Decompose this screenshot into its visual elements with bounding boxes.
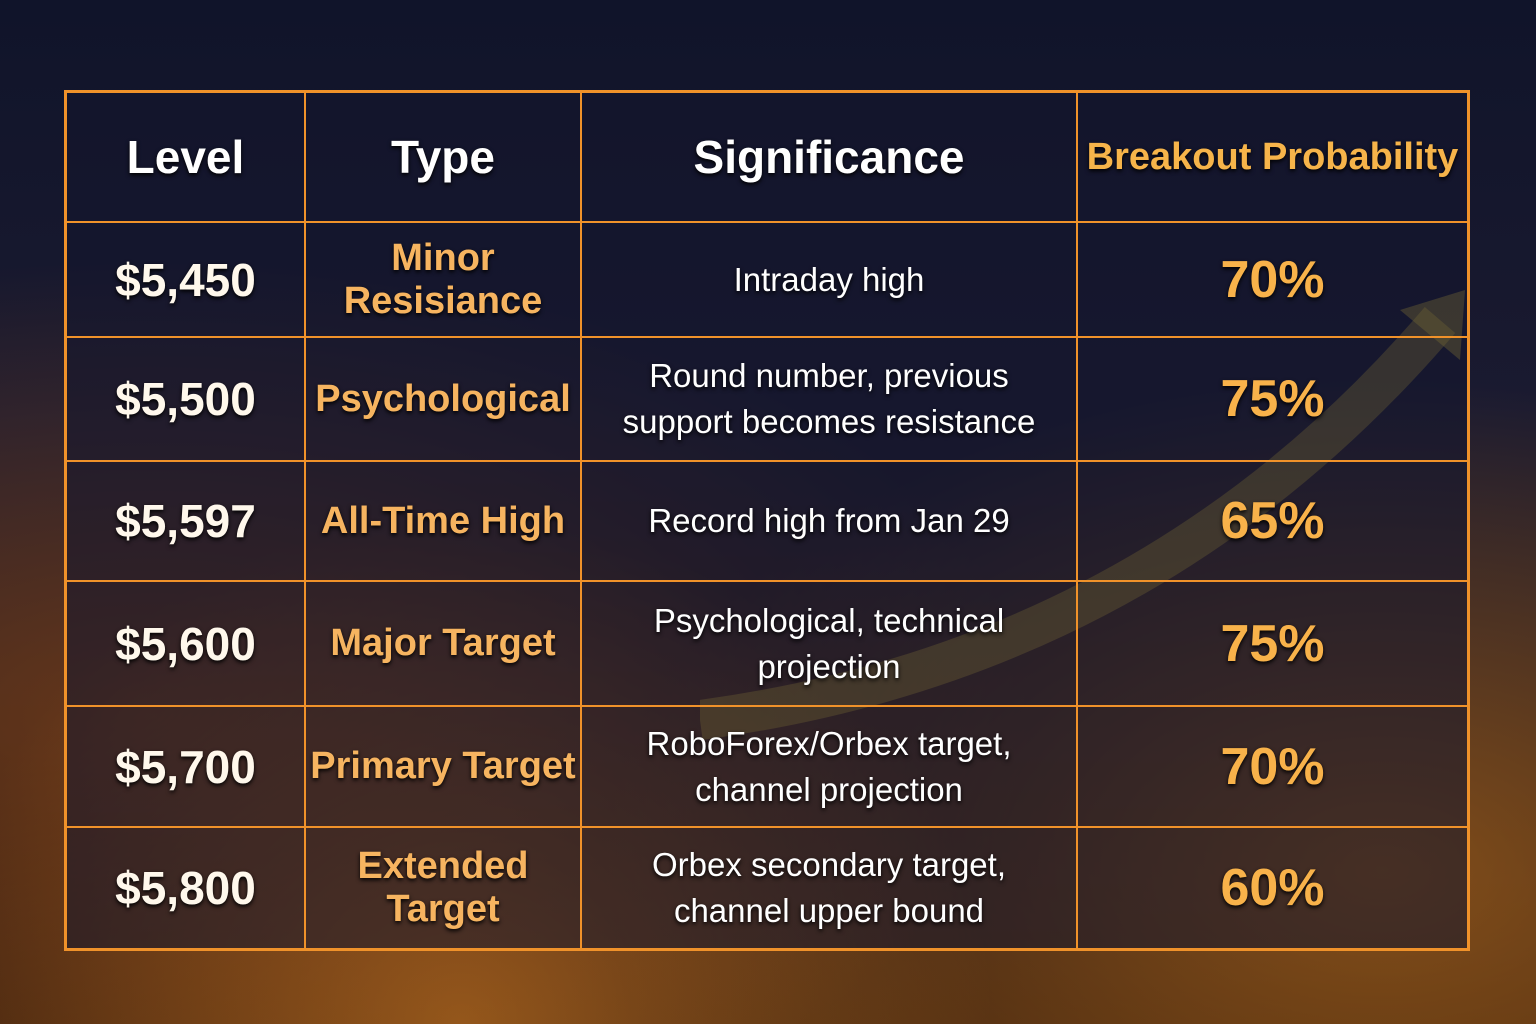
cell-level: $5,700 bbox=[67, 707, 306, 828]
cell-type: Extended Target bbox=[306, 828, 582, 948]
cell-probability: 70% bbox=[1078, 707, 1467, 828]
cell-significance: Round number, previous support becomes r… bbox=[582, 338, 1078, 462]
cell-level: $5,597 bbox=[67, 462, 306, 582]
cell-probability: 70% bbox=[1078, 223, 1467, 338]
cell-type: Primary Target bbox=[306, 707, 582, 828]
cell-type: All-Time High bbox=[306, 462, 582, 582]
header-significance: Significance bbox=[582, 93, 1078, 223]
header-level: Level bbox=[67, 93, 306, 223]
cell-significance: Record high from Jan 29 bbox=[582, 462, 1078, 582]
cell-probability: 65% bbox=[1078, 462, 1467, 582]
cell-probability: 75% bbox=[1078, 582, 1467, 707]
cell-level: $5,450 bbox=[67, 223, 306, 338]
header-type: Type bbox=[306, 93, 582, 223]
cell-probability: 75% bbox=[1078, 338, 1467, 462]
header-breakout-probability: Breakout Probability bbox=[1078, 93, 1467, 223]
cell-significance: Psychological, technical projection bbox=[582, 582, 1078, 707]
cell-type: Major Target bbox=[306, 582, 582, 707]
cell-significance: RoboForex/Orbex target, channel projecti… bbox=[582, 707, 1078, 828]
cell-level: $5,500 bbox=[67, 338, 306, 462]
cell-level: $5,800 bbox=[67, 828, 306, 948]
price-levels-table: Level Type Significance Breakout Probabi… bbox=[64, 90, 1470, 951]
cell-significance: Orbex secondary target, channel upper bo… bbox=[582, 828, 1078, 948]
cell-type: Minor Resisiance bbox=[306, 223, 582, 338]
cell-level: $5,600 bbox=[67, 582, 306, 707]
cell-probability: 60% bbox=[1220, 859, 1325, 917]
cell-type: Psychological bbox=[306, 338, 582, 462]
cell-significance: Intraday high bbox=[582, 223, 1078, 338]
